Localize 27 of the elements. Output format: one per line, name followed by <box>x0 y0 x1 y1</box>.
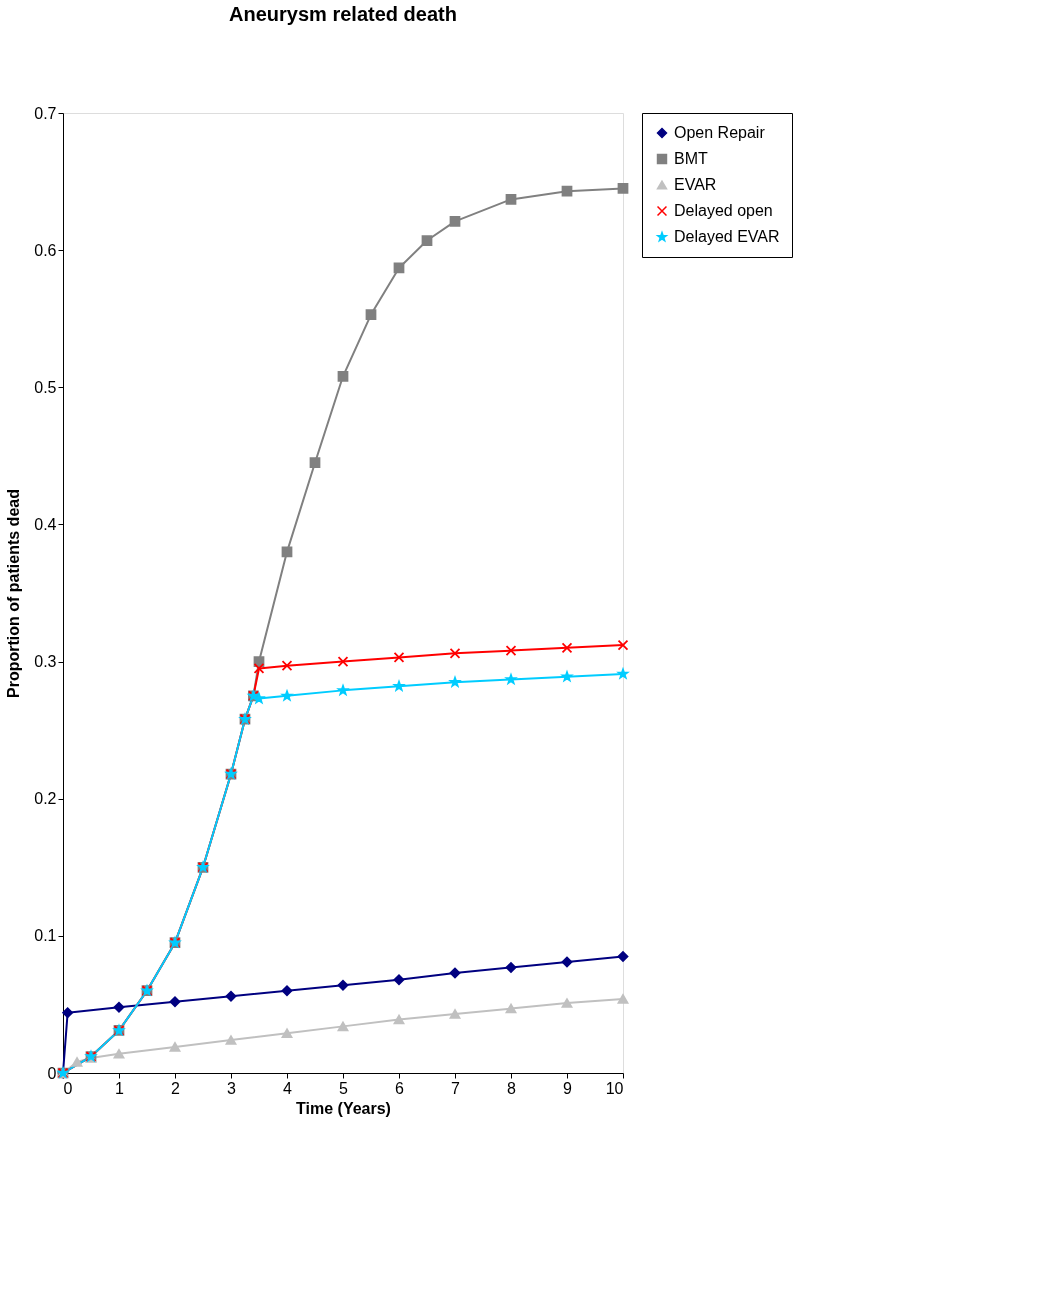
x-tick-label: 7 <box>451 1079 461 1097</box>
legend-label: EVAR <box>674 176 717 193</box>
y-axis-title: Proportion of patients dead <box>5 489 23 698</box>
x-axis-title: Time (Years) <box>296 1099 391 1117</box>
legend-label: Delayed EVAR <box>674 228 780 245</box>
chart-title: Aneurysm related death <box>229 3 457 25</box>
y-tick-label: 0.5 <box>34 378 57 396</box>
x-tick-label: 10 <box>605 1079 624 1097</box>
y-tick-label: 0.6 <box>34 241 57 259</box>
y-tick-label: 0.3 <box>34 653 57 671</box>
y-tick-label: 0.1 <box>34 927 57 945</box>
x-tick-label: 6 <box>395 1079 405 1097</box>
x-tick-label: 8 <box>507 1079 517 1097</box>
y-tick-label: 0.4 <box>34 515 57 533</box>
x-tick-label: 1 <box>115 1079 125 1097</box>
legend-label: Delayed open <box>674 202 773 219</box>
x-tick-label: 3 <box>227 1079 237 1097</box>
x-tick-label: 5 <box>339 1079 349 1097</box>
x-tick-label: 4 <box>283 1079 293 1097</box>
legend-label: Open Repair <box>674 124 766 141</box>
y-tick-label: 0 <box>47 1064 57 1082</box>
legend-label: BMT <box>674 150 708 167</box>
y-tick-label: 0.2 <box>34 790 57 808</box>
x-tick-label: 2 <box>171 1079 181 1097</box>
x-tick-label: 0 <box>63 1079 73 1097</box>
y-tick-label: 0.7 <box>34 104 57 122</box>
x-tick-label: 9 <box>563 1079 573 1097</box>
